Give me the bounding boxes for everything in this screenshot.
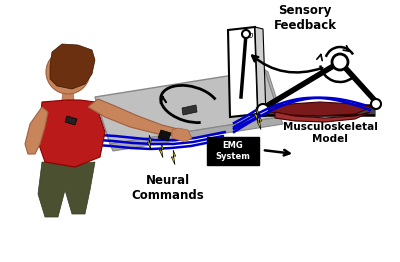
Polygon shape [159, 143, 164, 158]
Polygon shape [254, 107, 259, 122]
Circle shape [371, 99, 381, 109]
Text: Musculoskeletal
Model: Musculoskeletal Model [282, 122, 378, 144]
Polygon shape [255, 27, 266, 116]
Polygon shape [25, 107, 48, 154]
Polygon shape [171, 150, 176, 165]
Polygon shape [95, 70, 280, 144]
Text: Sensory
Feedback: Sensory Feedback [274, 4, 336, 32]
Polygon shape [265, 70, 283, 119]
Polygon shape [275, 112, 370, 122]
Polygon shape [147, 135, 152, 150]
Circle shape [257, 104, 269, 116]
Text: Neural
Commands: Neural Commands [132, 174, 204, 202]
Polygon shape [172, 128, 192, 142]
Polygon shape [61, 92, 75, 107]
Polygon shape [38, 162, 95, 217]
Polygon shape [182, 105, 197, 115]
Polygon shape [158, 130, 171, 141]
Polygon shape [257, 115, 262, 130]
Circle shape [46, 50, 90, 94]
Polygon shape [270, 102, 372, 116]
Text: EMG
System: EMG System [216, 141, 250, 161]
Polygon shape [88, 99, 178, 136]
Polygon shape [228, 27, 258, 117]
Polygon shape [110, 117, 283, 151]
Bar [207, 137, 259, 165]
Polygon shape [65, 116, 77, 125]
Polygon shape [50, 44, 95, 89]
Circle shape [332, 54, 348, 70]
Polygon shape [38, 100, 105, 167]
Text: 0: 0 [249, 33, 254, 39]
Circle shape [242, 30, 250, 38]
